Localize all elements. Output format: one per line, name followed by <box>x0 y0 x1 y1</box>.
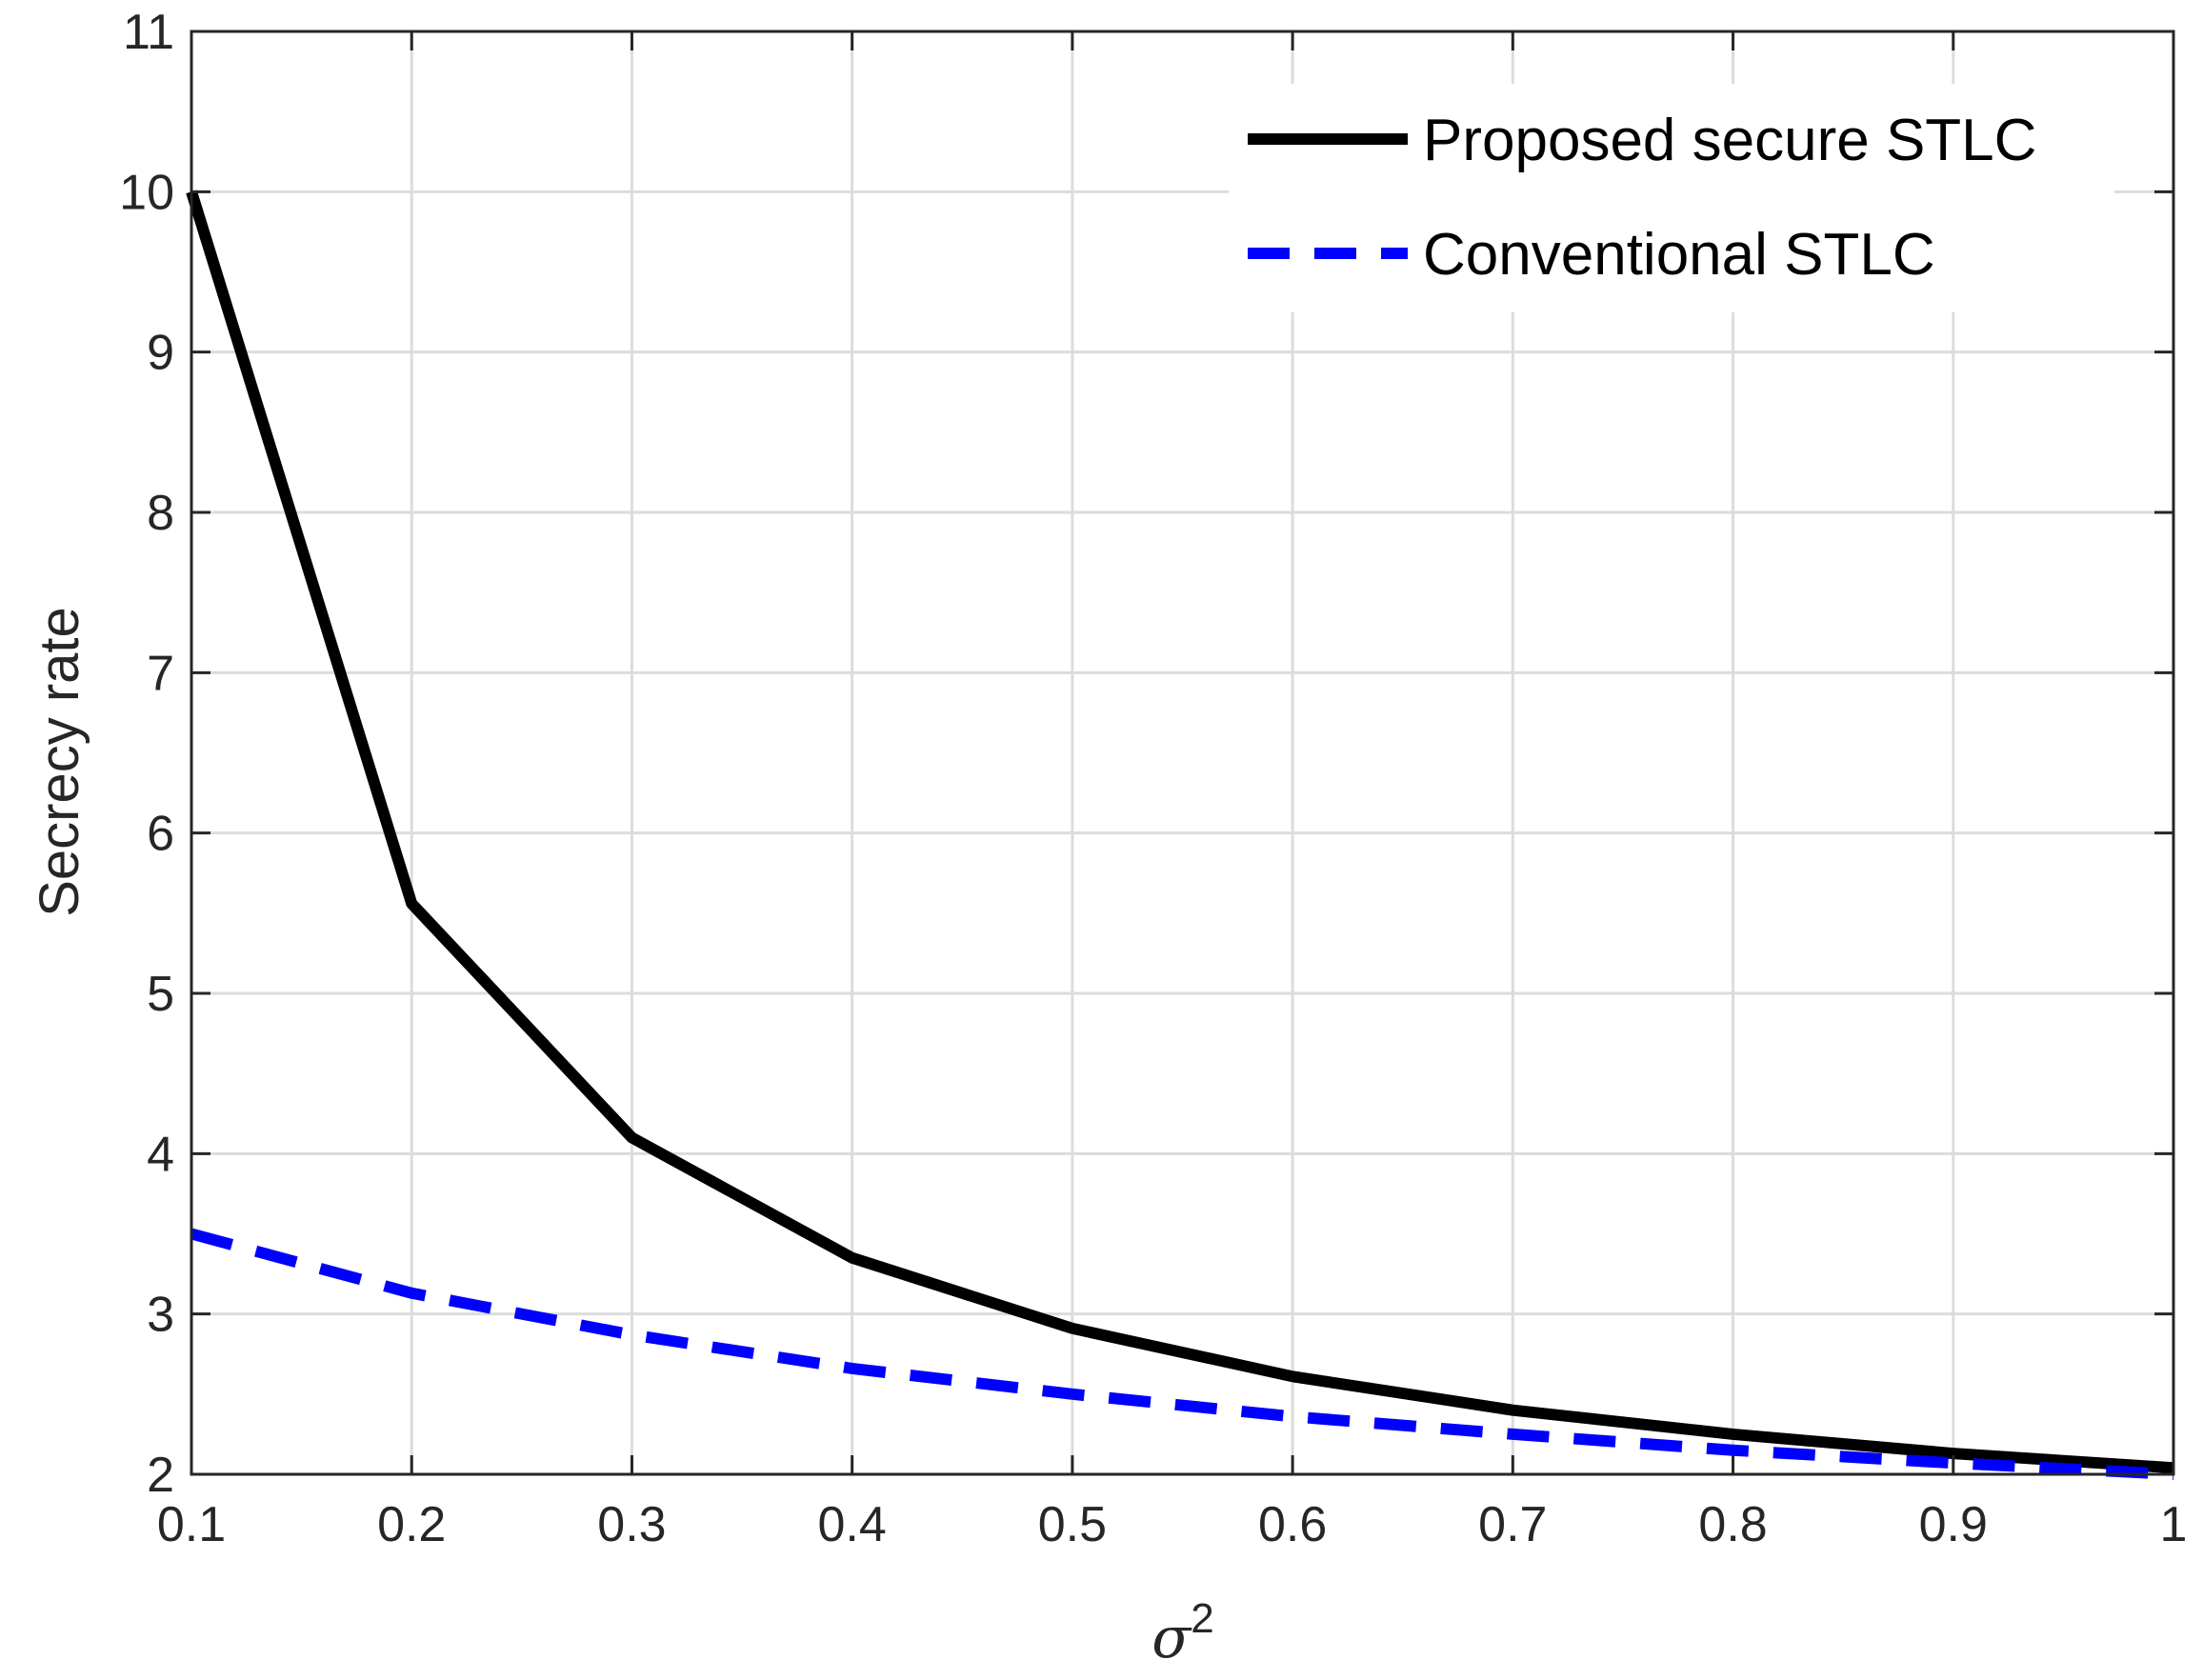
x-tick-label: 0.5 <box>1038 1497 1107 1552</box>
y-tick-label: 10 <box>119 165 174 220</box>
x-tick-label: 0.6 <box>1258 1497 1327 1552</box>
x-tick-label: 0.8 <box>1698 1497 1767 1552</box>
legend-label-conventional: Conventional STLC <box>1423 222 1935 288</box>
y-axis-label: Secrecy rate <box>29 607 90 917</box>
y-tick-label: 4 <box>147 1127 174 1182</box>
axes-box <box>190 30 2175 1476</box>
legend-label-proposed: Proposed secure STLC <box>1423 108 2036 173</box>
plot-area-border <box>190 30 2175 1476</box>
x-tick-label: 1 <box>2160 1497 2188 1552</box>
legend: Proposed secure STLC Conventional STLC <box>1229 84 2114 312</box>
tick-labels: 0.1 0.2 0.3 0.4 0.5 0.6 0.7 0.8 0.9 1 2 3 4 5 6 7 8 9 10 11 <box>119 5 2187 1552</box>
legend-box <box>1229 84 2114 312</box>
x-tick-label: 0.3 <box>597 1497 666 1552</box>
y-tick-label: 3 <box>147 1288 174 1343</box>
y-tick-label: 9 <box>147 326 174 381</box>
x-axis-label: σ2 <box>1152 1595 1213 1671</box>
y-tick-label: 2 <box>147 1448 174 1503</box>
series-line-proposed <box>186 190 2174 1474</box>
series-line-conventional <box>190 1228 2174 1480</box>
x-tick-label: 0.4 <box>818 1497 887 1552</box>
y-tick-label: 11 <box>123 5 174 60</box>
y-tick-label: 7 <box>147 646 174 701</box>
y-tick-label: 6 <box>147 807 174 862</box>
x-tick-label: 0.7 <box>1478 1497 1547 1552</box>
x-tick-label: 0.9 <box>1919 1497 1988 1552</box>
x-axis-label-symbol: σ <box>1152 1605 1192 1671</box>
y-tick-label: 8 <box>147 486 174 541</box>
x-tick-label: 0.1 <box>157 1497 226 1552</box>
x-axis-label-superscript: 2 <box>1191 1595 1213 1642</box>
series-lines <box>186 190 2174 1480</box>
y-tick-label: 5 <box>147 967 174 1022</box>
x-tick-label: 0.2 <box>377 1497 446 1552</box>
